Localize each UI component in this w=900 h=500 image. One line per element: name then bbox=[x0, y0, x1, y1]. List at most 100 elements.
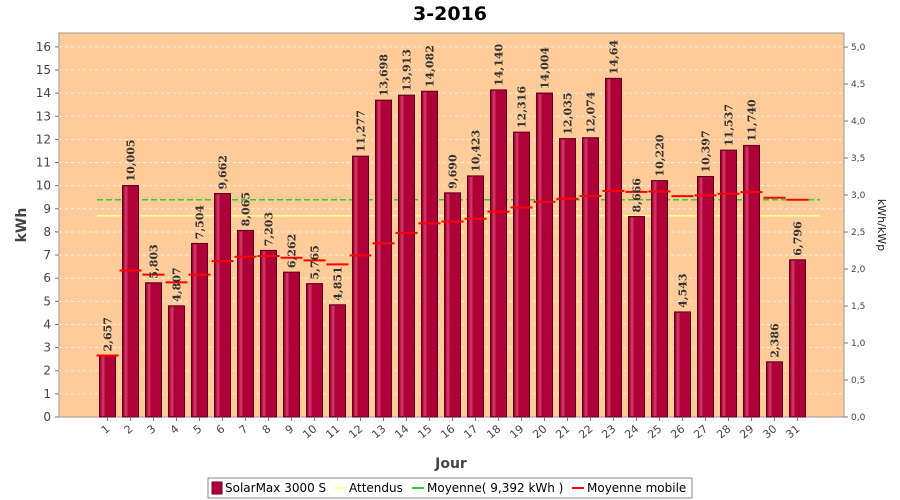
legend-label-attendus: Attendus bbox=[349, 481, 403, 495]
y2-tick-label: 3,5 bbox=[851, 154, 865, 164]
bar-value-label: 2,386 bbox=[769, 323, 782, 358]
bar-value-label: 10,423 bbox=[470, 130, 483, 172]
bar-value-label: 5,803 bbox=[148, 244, 161, 278]
bar-value-label: 2,657 bbox=[102, 317, 115, 351]
y-tick-label: 1 bbox=[43, 387, 51, 401]
y2-axis-ticks: 0,0 0,5 1,0 1,5 2,0 2,5 3,0 3,5 4,0 4,5 5,0 bbox=[844, 43, 866, 423]
x-tick-label: 12 bbox=[346, 422, 365, 441]
x-tick-label: 7 bbox=[237, 422, 251, 436]
bar-highlight bbox=[538, 94, 542, 416]
moving-average bbox=[96, 189, 809, 357]
bar-value-label: 11,277 bbox=[355, 110, 368, 152]
x-tick-label: 17 bbox=[461, 422, 480, 441]
y-tick-label: 2 bbox=[43, 364, 51, 378]
x-tick-label: 29 bbox=[737, 422, 756, 441]
x-tick-label: 13 bbox=[369, 422, 388, 441]
bar-value-label: 4,851 bbox=[332, 266, 345, 300]
bar-highlight bbox=[561, 139, 565, 416]
bar-highlight bbox=[308, 284, 312, 416]
x-tick-label: 25 bbox=[645, 422, 664, 441]
y2-tick-label: 2,0 bbox=[851, 265, 866, 275]
legend-label-solarmax: SolarMax 3000 S bbox=[225, 481, 326, 495]
y-tick-label: 3 bbox=[43, 341, 51, 355]
bar-highlight bbox=[354, 157, 358, 416]
y-axis-title: kWh bbox=[14, 208, 30, 243]
bar-highlight bbox=[101, 356, 105, 416]
x-axis-ticks: 1 2 3 4 5 6 7 8 9 10 11 12 13 14 15 16 17 18 19 20 21 22 23 24 2… bbox=[99, 417, 802, 441]
y-tick-label: 6 bbox=[43, 271, 51, 285]
bar-value-label: 9,662 bbox=[217, 155, 230, 189]
x-tick-label: 27 bbox=[691, 422, 710, 441]
y-tick-label: 8 bbox=[43, 225, 51, 239]
bar-highlight bbox=[423, 92, 427, 416]
y-tick-label: 15 bbox=[36, 63, 51, 77]
bar-value-label: 9,690 bbox=[447, 154, 460, 189]
x-tick-label: 14 bbox=[392, 422, 411, 441]
x-tick-label: 31 bbox=[783, 422, 802, 441]
y2-tick-label: 1,0 bbox=[851, 339, 866, 349]
y-tick-label: 11 bbox=[36, 156, 51, 170]
y-tick-label: 10 bbox=[36, 179, 51, 193]
legend-box bbox=[207, 477, 693, 499]
legend: SolarMax 3000 S Attendus Moyenne( 9,392 … bbox=[207, 477, 693, 499]
bar-highlight bbox=[584, 138, 588, 417]
bar-highlight bbox=[768, 362, 772, 416]
y-tick-label: 12 bbox=[36, 132, 51, 146]
bar-value-label: 14,082 bbox=[424, 45, 437, 87]
x-tick-label: 3 bbox=[145, 422, 159, 436]
legend-swatch-solarmax bbox=[211, 481, 223, 495]
bar-highlight bbox=[331, 305, 335, 416]
bar-value-label: 7,504 bbox=[194, 205, 207, 240]
bar-value-label: 12,074 bbox=[585, 91, 598, 133]
bar-highlight bbox=[262, 251, 266, 416]
bar-highlight bbox=[791, 260, 795, 416]
x-tick-label: 18 bbox=[484, 422, 503, 441]
x-tick-label: 24 bbox=[622, 422, 641, 441]
x-tick-label: 4 bbox=[168, 422, 182, 436]
bar-highlight bbox=[446, 193, 450, 416]
y-tick-label: 9 bbox=[43, 202, 51, 216]
y-tick-label: 0 bbox=[43, 410, 51, 424]
x-tick-label: 16 bbox=[438, 422, 457, 441]
y-tick-label: 7 bbox=[43, 248, 51, 262]
bar-highlight bbox=[630, 217, 634, 416]
y-tick-label: 13 bbox=[36, 109, 51, 123]
bar-value-labels: 2,657 10,005 5,803 4,807 7,504 9,662 8,065 7,20… bbox=[102, 40, 805, 358]
bar-highlight bbox=[515, 133, 519, 416]
x-tick-label: 10 bbox=[300, 422, 319, 441]
bar-value-label: 10,397 bbox=[700, 130, 713, 172]
bar-value-label: 10,220 bbox=[654, 134, 667, 176]
y2-tick-label: 1,5 bbox=[851, 302, 865, 312]
y2-tick-label: 0,5 bbox=[851, 376, 865, 386]
bar-value-label: 14,004 bbox=[539, 47, 552, 89]
y2-tick-label: 2,5 bbox=[851, 228, 865, 238]
bar-highlight bbox=[193, 244, 197, 416]
bar-value-label: 8,065 bbox=[240, 192, 253, 226]
x-tick-label: 26 bbox=[668, 422, 687, 441]
y-tick-label: 14 bbox=[36, 86, 51, 100]
x-tick-label: 20 bbox=[530, 422, 549, 441]
y2-axis-title: kWh/kWp bbox=[875, 199, 888, 251]
y-tick-label: 5 bbox=[43, 294, 51, 308]
bar-highlight bbox=[469, 176, 473, 416]
bar-value-label: 13,698 bbox=[378, 54, 391, 96]
bar-highlight bbox=[607, 79, 611, 417]
bar-value-label: 13,913 bbox=[401, 49, 414, 91]
bar-value-label: 4,807 bbox=[171, 267, 184, 301]
x-tick-label: 28 bbox=[714, 422, 733, 441]
bar-value-label: 5,765 bbox=[309, 245, 322, 279]
bars bbox=[99, 77, 806, 418]
bar-value-label: 8,666 bbox=[631, 178, 644, 213]
bar-highlight bbox=[699, 177, 703, 416]
bar-value-label: 4,543 bbox=[677, 273, 690, 307]
bar-value-label: 11,740 bbox=[746, 99, 759, 141]
bar-highlight bbox=[170, 306, 174, 416]
y2-tick-label: 3,0 bbox=[851, 191, 866, 201]
bar-highlight bbox=[239, 231, 243, 416]
x-tick-label: 22 bbox=[576, 422, 595, 441]
x-tick-label: 8 bbox=[260, 422, 274, 436]
x-tick-label: 30 bbox=[760, 422, 779, 441]
bar-highlight bbox=[676, 312, 680, 416]
